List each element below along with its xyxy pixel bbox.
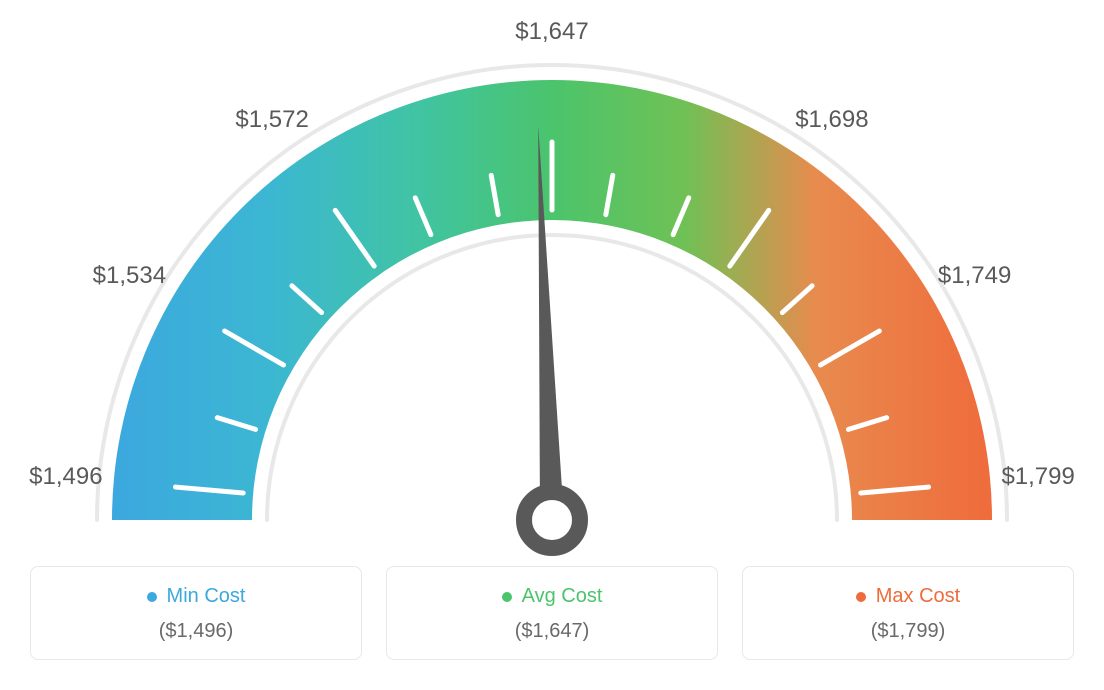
scale-label: $1,749 bbox=[938, 262, 1011, 290]
scale-label: $1,534 bbox=[93, 262, 166, 290]
legend-card-min: Min Cost ($1,496) bbox=[30, 566, 362, 660]
legend-value-avg: ($1,647) bbox=[397, 620, 707, 643]
legend-dot-max bbox=[856, 592, 866, 602]
legend-title-min: Min Cost bbox=[147, 585, 246, 608]
legend-value-max: ($1,799) bbox=[753, 620, 1063, 643]
scale-label: $1,799 bbox=[1001, 463, 1074, 491]
legend-title-max-text: Max Cost bbox=[876, 585, 960, 608]
legend-row: Min Cost ($1,496) Avg Cost ($1,647) Max … bbox=[0, 546, 1104, 690]
legend-title-max: Max Cost bbox=[856, 585, 960, 608]
legend-value-min: ($1,496) bbox=[41, 620, 351, 643]
legend-dot-avg bbox=[502, 592, 512, 602]
legend-card-avg: Avg Cost ($1,647) bbox=[386, 566, 718, 660]
scale-label: $1,647 bbox=[515, 18, 588, 46]
legend-card-max: Max Cost ($1,799) bbox=[742, 566, 1074, 660]
chart-container: $1,496 $1,534 $1,572 $1,647 $1,698 $1,749 $1,7… bbox=[0, 0, 1104, 690]
legend-title-avg: Avg Cost bbox=[502, 585, 603, 608]
scale-label: $1,572 bbox=[235, 106, 308, 134]
gauge-area: $1,496 $1,534 $1,572 $1,647 $1,698 $1,749 $1,7… bbox=[0, 0, 1104, 560]
scale-label: $1,496 bbox=[29, 463, 102, 491]
scale-label: $1,698 bbox=[795, 106, 868, 134]
legend-title-min-text: Min Cost bbox=[167, 585, 246, 608]
legend-title-avg-text: Avg Cost bbox=[522, 585, 603, 608]
legend-dot-min bbox=[147, 592, 157, 602]
